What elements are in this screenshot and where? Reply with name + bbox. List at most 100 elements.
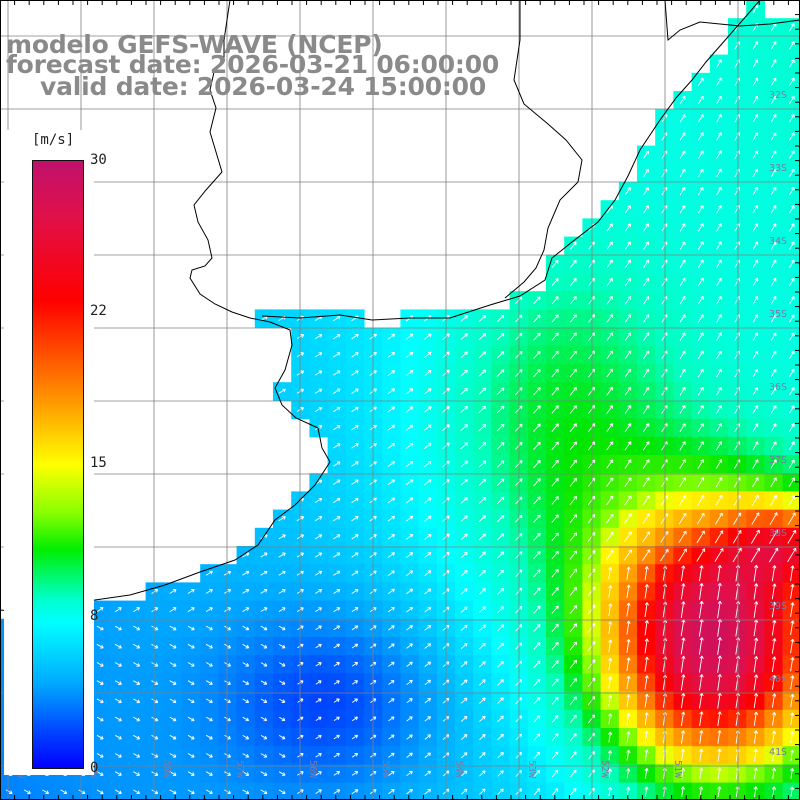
- wind-arrow: [752, 77, 759, 87]
- wind-arrow: [278, 644, 286, 649]
- wind-arrow: [496, 478, 505, 487]
- wind-arrow: [698, 150, 704, 159]
- wind-arrow: [644, 620, 649, 636]
- wind-arrow: [679, 186, 686, 196]
- wind-arrow: [387, 333, 396, 340]
- wind-arrow: [406, 698, 413, 704]
- wind-arrow: [697, 259, 704, 269]
- wind-arrow: [460, 770, 468, 777]
- wind-arrow: [224, 789, 232, 795]
- wind-arrow: [642, 549, 651, 561]
- wind-arrow: [479, 715, 486, 722]
- wind-arrow: [715, 459, 723, 469]
- wind-arrow: [587, 622, 596, 633]
- wind-arrow: [569, 714, 577, 723]
- wind-arrow: [405, 515, 414, 522]
- wind-arrow: [187, 716, 195, 722]
- wind-arrow: [679, 150, 686, 159]
- wind-arrow: [351, 643, 359, 649]
- wind-arrow: [717, 730, 722, 744]
- wind-arrow: [315, 753, 322, 758]
- wind-arrow: [169, 698, 177, 704]
- wind-arrow: [551, 696, 559, 705]
- wind-arrow: [496, 551, 505, 559]
- wind-arrow: [770, 277, 777, 287]
- wind-arrow: [224, 680, 231, 685]
- wind-arrow: [770, 41, 777, 50]
- wind-arrow: [608, 676, 613, 689]
- wind-arrow: [187, 607, 195, 613]
- wind-arrow: [406, 679, 413, 686]
- wind-arrow: [789, 223, 795, 232]
- wind-arrow: [788, 477, 795, 488]
- wind-arrow: [624, 423, 632, 433]
- lat-label: 35S: [769, 309, 787, 320]
- wind-arrow: [551, 477, 559, 487]
- wind-arrow: [771, 565, 777, 582]
- wind-arrow: [679, 423, 686, 433]
- wind-arrow: [551, 568, 559, 578]
- wind-arrow: [187, 734, 195, 740]
- wind-arrow: [661, 350, 668, 360]
- wind-arrow: [278, 735, 286, 740]
- wind-arrow: [788, 41, 795, 50]
- wind-arrow: [278, 607, 286, 612]
- wind-arrow: [96, 716, 104, 722]
- wind-arrow: [406, 716, 413, 722]
- wind-arrow: [497, 715, 504, 723]
- wind-arrow: [770, 477, 777, 488]
- wind-arrow: [770, 494, 778, 506]
- wind-arrow: [569, 296, 577, 305]
- wind-arrow: [642, 404, 650, 414]
- wind-arrow: [279, 698, 286, 703]
- wind-arrow: [569, 514, 578, 524]
- wind-arrow: [533, 751, 541, 759]
- wind-arrow: [479, 733, 486, 741]
- wind-arrow: [496, 423, 505, 432]
- wind-arrow: [114, 753, 122, 758]
- wind-arrow: [114, 716, 122, 722]
- wind-arrow: [351, 625, 359, 631]
- wind-arrow: [496, 442, 505, 450]
- wind-arrow: [697, 205, 704, 214]
- wind-arrow: [333, 443, 341, 449]
- wind-arrow: [260, 735, 268, 740]
- wind-arrow: [351, 352, 359, 358]
- wind-arrow: [732, 530, 742, 544]
- wind-arrow: [569, 350, 577, 360]
- wind-arrow: [205, 570, 213, 576]
- wind-arrow: [679, 277, 686, 287]
- wind-arrow: [114, 625, 122, 631]
- wind-arrow: [314, 334, 323, 340]
- wind-arrow: [479, 752, 486, 759]
- wind-arrow: [315, 734, 322, 740]
- wind-arrow: [771, 674, 777, 690]
- wind-arrow: [569, 659, 578, 669]
- wind-arrow: [788, 405, 795, 414]
- wind-arrow: [790, 731, 795, 743]
- wind-arrow: [314, 406, 323, 412]
- wind-arrow: [169, 753, 177, 758]
- wind-arrow: [753, 693, 759, 709]
- wind-arrow: [533, 715, 541, 723]
- wind-arrow: [624, 314, 632, 323]
- wind-arrow: [333, 388, 341, 394]
- wind-arrow: [768, 547, 779, 563]
- colorbar-tick: 0: [90, 760, 99, 776]
- wind-arrow: [624, 495, 632, 506]
- wind-arrow: [387, 552, 396, 558]
- wind-arrow: [96, 734, 104, 740]
- wind-arrow: [496, 314, 505, 323]
- wind-arrow: [644, 768, 649, 779]
- wind-arrow: [151, 607, 159, 613]
- wind-arrow: [315, 716, 322, 721]
- wind-arrow: [699, 565, 704, 582]
- wind-arrow: [717, 711, 722, 727]
- wind-arrow: [678, 512, 687, 525]
- wind-arrow: [770, 95, 777, 105]
- wind-arrow: [570, 751, 577, 760]
- wind-arrow: [333, 771, 341, 776]
- wind-arrow: [333, 753, 340, 758]
- wind-arrow: [698, 600, 704, 619]
